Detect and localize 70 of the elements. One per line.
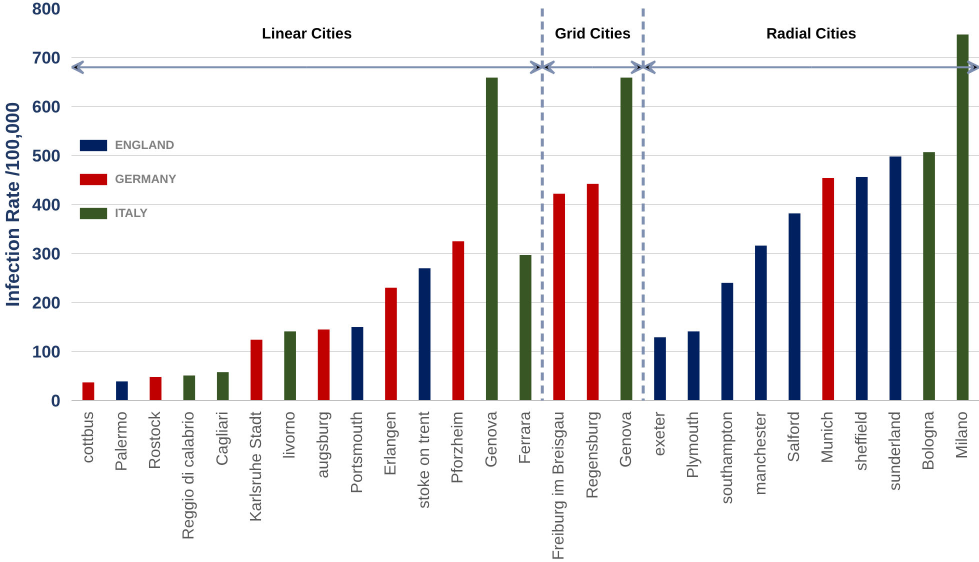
- x-tick-label: Karlsruhe Stadt: [248, 410, 265, 522]
- y-tick-label: 0: [51, 392, 61, 410]
- x-tick-label: Reggio di calabrio: [180, 411, 198, 540]
- x-tick-label: Ferrara: [517, 411, 534, 464]
- bar: [82, 382, 94, 400]
- bar: [586, 184, 599, 400]
- bar: [385, 288, 397, 400]
- y-tick-label: 300: [32, 244, 61, 264]
- y-tick-label: 400: [32, 196, 61, 214]
- x-tick-label: Plymouth: [685, 411, 702, 478]
- x-tick-label: cottbus: [80, 411, 97, 464]
- x-tick-label: sheffield: [853, 411, 870, 471]
- bar: [452, 241, 464, 400]
- bar: [183, 376, 196, 400]
- x-tick-label: southampton: [718, 411, 736, 504]
- bar: [418, 268, 430, 400]
- bar: [520, 254, 532, 400]
- x-tick-label: Milano: [954, 411, 972, 459]
- x-tick-label: Palermo: [113, 411, 130, 472]
- bar: [721, 282, 734, 400]
- annotation: Linear Cities: [262, 25, 352, 42]
- bar: [486, 78, 498, 400]
- bar: [654, 337, 666, 400]
- x-tick-label: Portsmouth: [348, 412, 366, 494]
- y-tick-label: 700: [32, 48, 61, 68]
- x-tick-label: sunderland: [886, 412, 904, 491]
- y-axis-title: Infection Rate /100,000: [3, 102, 24, 307]
- y-tick-label: 200: [32, 294, 61, 312]
- x-tick-label: Munich: [820, 412, 837, 464]
- y-tick-label: 800: [32, 0, 61, 18]
- x-tick-label: Cagliari: [214, 411, 232, 466]
- y-tick-label: 500: [32, 146, 61, 166]
- bar: [755, 246, 767, 400]
- x-tick-label: Genova: [483, 411, 500, 468]
- bar: [284, 331, 296, 400]
- bar: [956, 34, 969, 400]
- annotation: Grid Cities: [554, 25, 631, 42]
- bar: [116, 381, 128, 400]
- x-tick-label: Erlangen: [382, 412, 400, 476]
- x-tick-label: Regensburg: [584, 412, 602, 499]
- bar: [216, 372, 229, 400]
- y-tick-label: 600: [32, 98, 61, 116]
- x-tick-label: Pforzheim: [450, 411, 467, 484]
- bar: [788, 213, 800, 400]
- x-tick-label: Salford: [786, 411, 804, 462]
- legend-label: ITALY: [115, 206, 148, 220]
- x-tick-label: Bologna: [920, 411, 938, 470]
- bar: [250, 340, 262, 400]
- legend-label: GERMANY: [115, 172, 176, 186]
- legend-label: ENGLAND: [115, 138, 174, 152]
- bar: [150, 376, 162, 400]
- bar: [553, 194, 566, 400]
- annotation: Radial Cities: [766, 25, 856, 42]
- bar: [890, 156, 902, 400]
- bar: [923, 152, 935, 400]
- x-tick-label: Genova: [618, 411, 635, 468]
- x-tick-label: Rostock: [147, 410, 164, 470]
- bar: [688, 331, 700, 400]
- bar: [318, 329, 330, 400]
- x-tick-label: livorno: [282, 411, 299, 459]
- y-tick-label: 100: [32, 342, 61, 362]
- x-tick-label: Freiburg im Breisgau: [550, 412, 568, 560]
- x-tick-label: stoke on trent: [416, 410, 434, 508]
- bar: [856, 177, 868, 400]
- x-tick-label: exeter: [652, 410, 669, 456]
- bar: [822, 178, 834, 400]
- x-tick-label: augsburg: [315, 412, 332, 478]
- bar: [351, 327, 364, 400]
- x-tick-label: manchester: [752, 410, 770, 496]
- bar: [620, 78, 632, 400]
